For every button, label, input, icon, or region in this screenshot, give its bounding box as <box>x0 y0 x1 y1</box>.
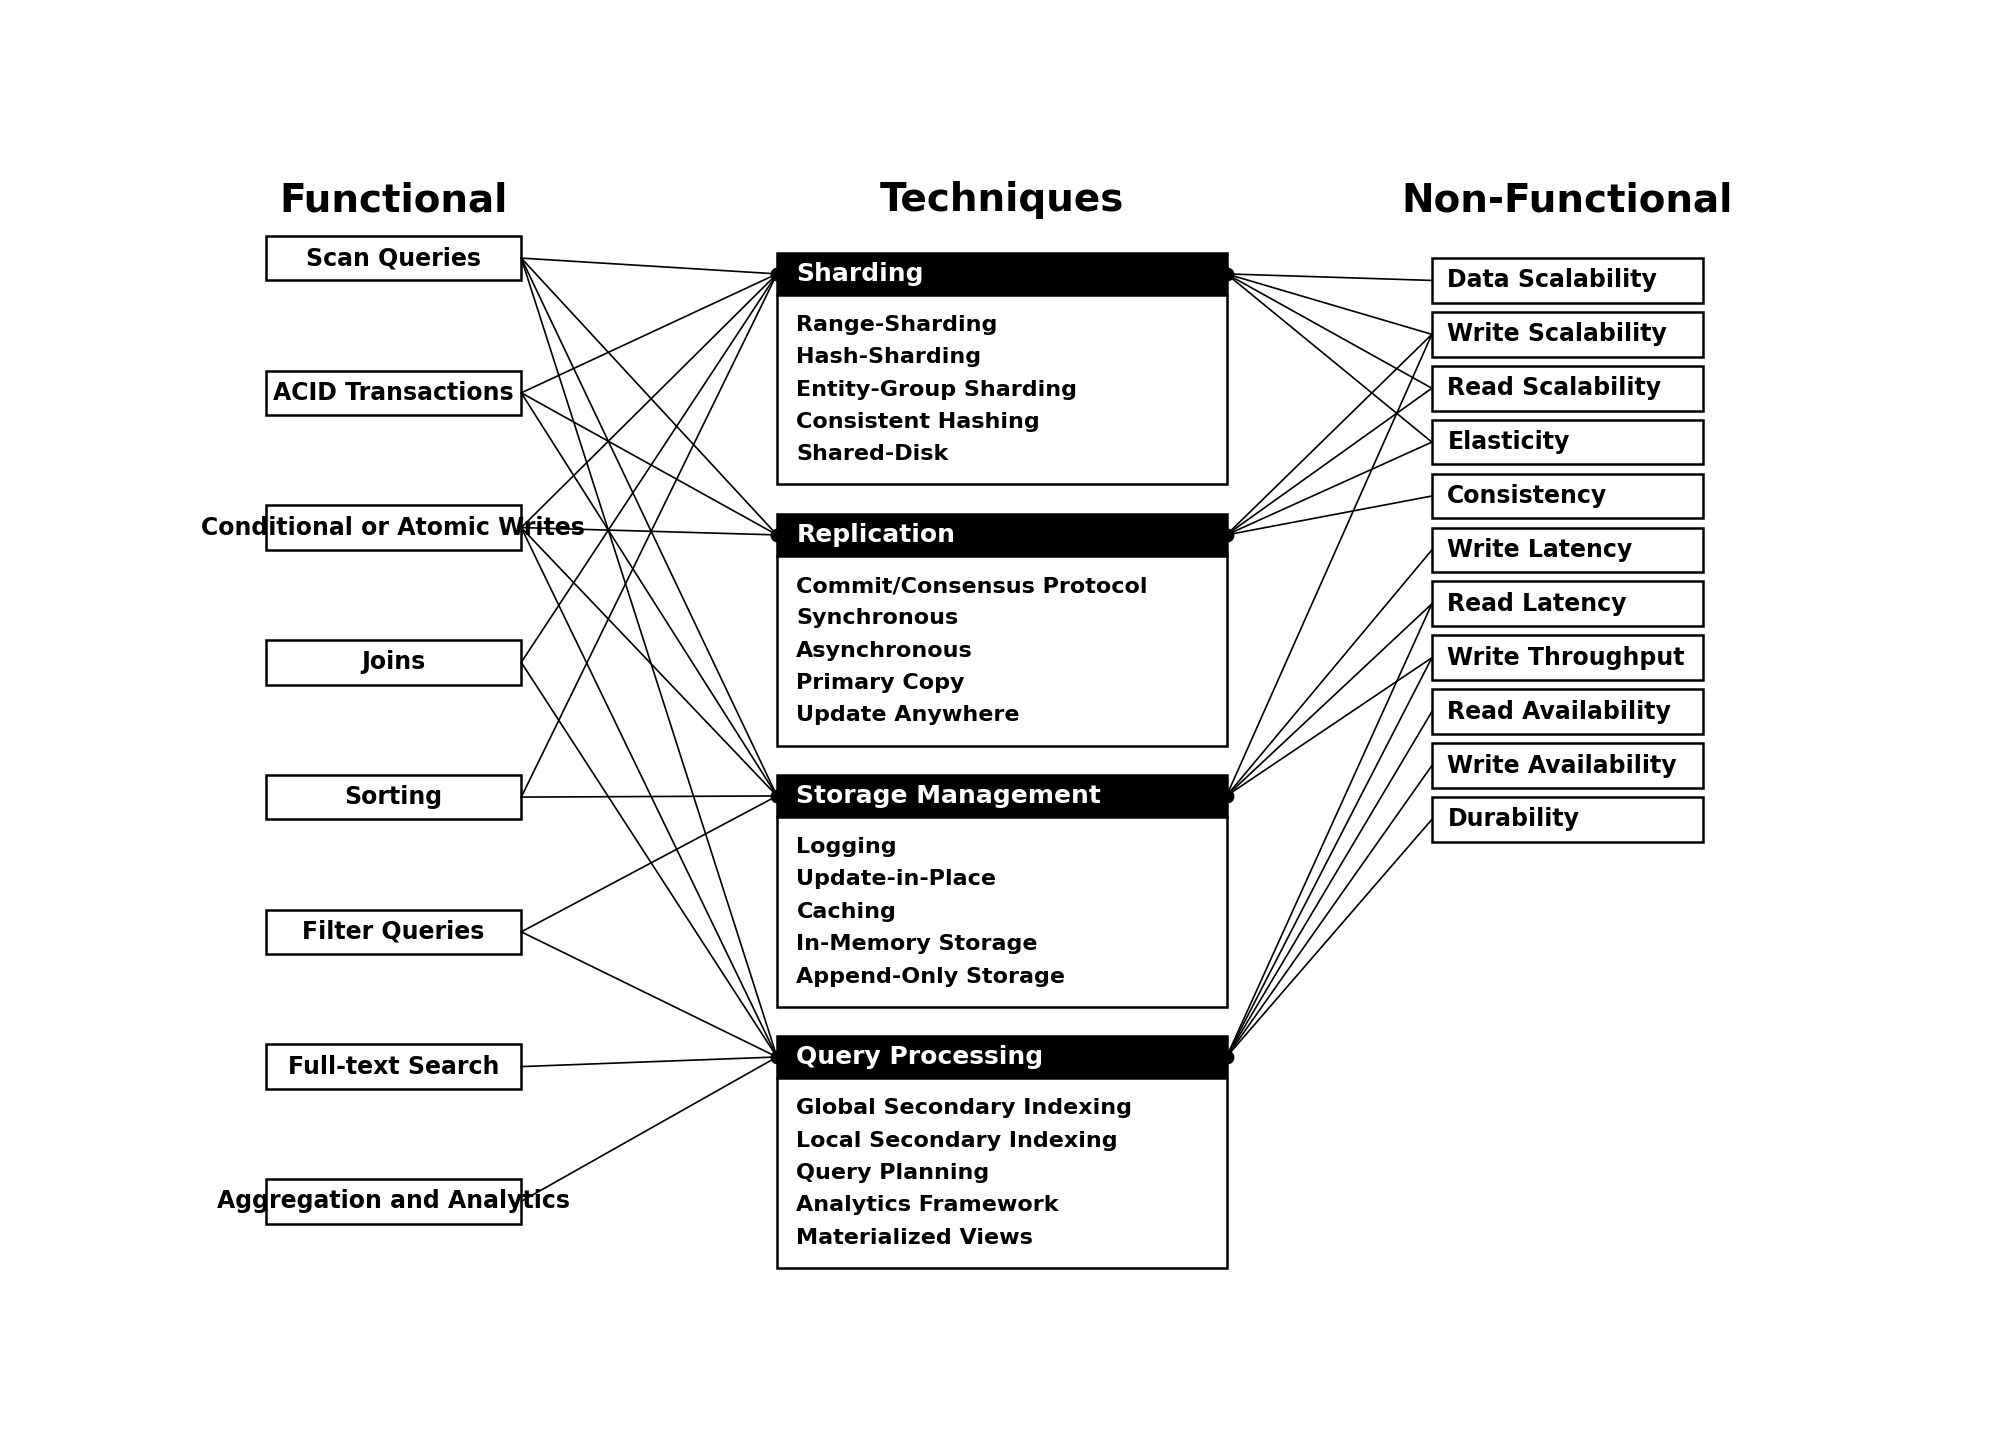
FancyBboxPatch shape <box>266 506 522 551</box>
Text: Local Secondary Indexing: Local Secondary Indexing <box>796 1130 1118 1150</box>
Text: Read Scalability: Read Scalability <box>1448 376 1662 400</box>
Text: Caching: Caching <box>796 902 896 922</box>
FancyBboxPatch shape <box>776 1078 1226 1267</box>
FancyBboxPatch shape <box>1432 798 1704 842</box>
FancyBboxPatch shape <box>266 775 522 819</box>
FancyBboxPatch shape <box>266 236 522 280</box>
Text: Primary Copy: Primary Copy <box>796 673 964 694</box>
Text: Write Availability: Write Availability <box>1448 753 1676 777</box>
FancyBboxPatch shape <box>776 1036 1226 1078</box>
FancyBboxPatch shape <box>1432 474 1704 519</box>
Text: ACID Transactions: ACID Transactions <box>274 381 514 405</box>
FancyBboxPatch shape <box>1432 366 1704 410</box>
Text: Read Latency: Read Latency <box>1448 592 1626 616</box>
Text: Replication: Replication <box>796 523 956 546</box>
Text: Scan Queries: Scan Queries <box>306 246 480 270</box>
FancyBboxPatch shape <box>266 1045 522 1090</box>
Text: Conditional or Atomic Writes: Conditional or Atomic Writes <box>202 516 586 539</box>
Text: Consistency: Consistency <box>1448 484 1608 509</box>
Text: Hash-Sharding: Hash-Sharding <box>796 347 982 367</box>
FancyBboxPatch shape <box>266 370 522 415</box>
FancyBboxPatch shape <box>266 1179 522 1224</box>
FancyBboxPatch shape <box>1432 743 1704 788</box>
FancyBboxPatch shape <box>776 556 1226 746</box>
FancyBboxPatch shape <box>1432 312 1704 357</box>
Text: Filter Queries: Filter Queries <box>302 920 484 944</box>
Text: Query Planning: Query Planning <box>796 1163 990 1183</box>
Text: Commit/Consensus Protocol: Commit/Consensus Protocol <box>796 577 1148 597</box>
Text: In-Memory Storage: In-Memory Storage <box>796 933 1038 954</box>
Text: Read Availability: Read Availability <box>1448 699 1672 724</box>
Text: Asynchronous: Asynchronous <box>796 640 974 660</box>
Text: Consistent Hashing: Consistent Hashing <box>796 412 1040 432</box>
FancyBboxPatch shape <box>1432 527 1704 572</box>
Text: Update Anywhere: Update Anywhere <box>796 705 1020 725</box>
Text: Materialized Views: Materialized Views <box>796 1228 1034 1247</box>
FancyBboxPatch shape <box>776 295 1226 484</box>
Text: Append-Only Storage: Append-Only Storage <box>796 967 1066 987</box>
Text: Sorting: Sorting <box>344 785 442 809</box>
Text: Write Scalability: Write Scalability <box>1448 322 1668 347</box>
FancyBboxPatch shape <box>1432 581 1704 626</box>
Text: Logging: Logging <box>796 837 896 857</box>
Text: Functional: Functional <box>280 182 508 220</box>
Text: Write Throughput: Write Throughput <box>1448 646 1684 669</box>
Text: Query Processing: Query Processing <box>796 1045 1044 1069</box>
Text: Aggregation and Analytics: Aggregation and Analytics <box>216 1189 570 1214</box>
Text: Entity-Group Sharding: Entity-Group Sharding <box>796 380 1078 400</box>
Text: Techniques: Techniques <box>880 182 1124 220</box>
FancyBboxPatch shape <box>1432 689 1704 734</box>
Text: Synchronous: Synchronous <box>796 608 958 629</box>
Text: Update-in-Place: Update-in-Place <box>796 870 996 890</box>
Text: Range-Sharding: Range-Sharding <box>796 315 998 335</box>
FancyBboxPatch shape <box>1432 259 1704 303</box>
Text: Non-Functional: Non-Functional <box>1402 182 1734 220</box>
Text: Durability: Durability <box>1448 808 1580 831</box>
FancyBboxPatch shape <box>776 514 1226 556</box>
FancyBboxPatch shape <box>776 253 1226 295</box>
Text: Global Secondary Indexing: Global Secondary Indexing <box>796 1098 1132 1118</box>
Text: Analytics Framework: Analytics Framework <box>796 1195 1058 1215</box>
Text: Elasticity: Elasticity <box>1448 431 1570 454</box>
Text: Sharding: Sharding <box>796 262 924 286</box>
FancyBboxPatch shape <box>776 816 1226 1007</box>
Text: Shared-Disk: Shared-Disk <box>796 445 948 464</box>
Text: Joins: Joins <box>362 650 426 675</box>
FancyBboxPatch shape <box>1432 636 1704 681</box>
Text: Full-text Search: Full-text Search <box>288 1055 500 1078</box>
FancyBboxPatch shape <box>776 775 1226 816</box>
Text: Storage Management: Storage Management <box>796 785 1102 808</box>
FancyBboxPatch shape <box>1432 420 1704 464</box>
Text: Data Scalability: Data Scalability <box>1448 269 1658 292</box>
FancyBboxPatch shape <box>266 640 522 685</box>
FancyBboxPatch shape <box>266 909 522 954</box>
Text: Write Latency: Write Latency <box>1448 538 1632 562</box>
